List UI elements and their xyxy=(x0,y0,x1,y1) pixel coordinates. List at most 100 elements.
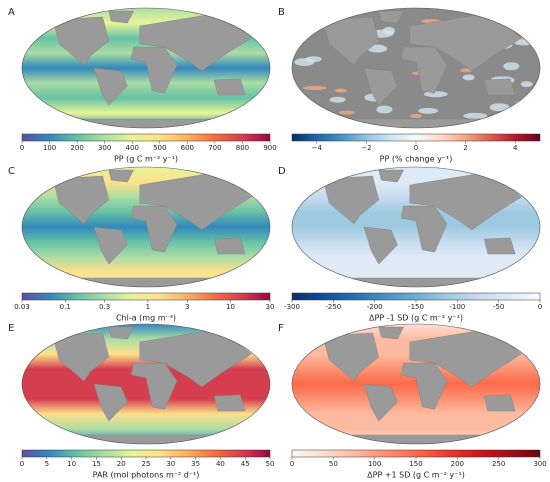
tick-label: 10 xyxy=(226,303,235,311)
tick-label: 10 xyxy=(67,460,76,468)
land xyxy=(71,277,221,287)
tick-label: -250 xyxy=(325,303,341,311)
tick-label: 0.03 xyxy=(14,303,30,311)
tick-label: 0 xyxy=(290,460,294,468)
map-outline xyxy=(291,166,541,288)
land xyxy=(213,78,246,96)
tick-label: 45 xyxy=(241,460,250,468)
colorbar xyxy=(291,449,541,458)
land xyxy=(130,46,178,94)
patch xyxy=(306,17,327,24)
colorbar-label: PP (g C m⁻² y⁻¹) xyxy=(114,155,178,164)
colorbar-label: PAR (mol photons m⁻² d⁻¹) xyxy=(93,471,200,480)
tick-label: -200 xyxy=(367,303,383,311)
colorbar xyxy=(21,133,271,142)
land xyxy=(52,16,110,66)
patch xyxy=(501,111,514,120)
map-outline xyxy=(21,166,271,288)
tick-label: 25 xyxy=(142,460,151,468)
colorbar-label: ΔPP +1 SD (g C m⁻² y⁻¹) xyxy=(367,471,465,480)
land xyxy=(93,67,128,106)
land xyxy=(363,383,398,422)
land xyxy=(322,332,380,382)
patch xyxy=(463,112,488,119)
tick-label: 800 xyxy=(236,144,249,152)
patch xyxy=(520,81,533,88)
panel-letter: F xyxy=(278,323,284,334)
land xyxy=(71,434,221,444)
tick-label: 600 xyxy=(181,144,194,152)
patch xyxy=(329,96,346,103)
patch xyxy=(338,110,355,115)
land xyxy=(483,78,516,96)
land xyxy=(341,118,491,128)
land xyxy=(341,277,491,287)
tick-label: 500 xyxy=(153,144,166,152)
land xyxy=(71,118,221,128)
patch xyxy=(459,68,472,73)
patch xyxy=(294,58,315,67)
land xyxy=(93,226,128,265)
colorbar-label: Chl-a (mg m⁻³) xyxy=(116,314,176,323)
colorbar xyxy=(291,292,541,301)
map-outline xyxy=(291,7,541,129)
patch xyxy=(292,110,317,119)
colorbar xyxy=(21,292,271,301)
tick-label: −2 xyxy=(361,144,371,152)
land xyxy=(400,205,448,253)
panel-letter: B xyxy=(278,7,285,18)
tick-label: -50 xyxy=(493,303,504,311)
land xyxy=(378,169,404,183)
tick-label: 200 xyxy=(70,144,83,152)
land xyxy=(363,67,398,106)
land xyxy=(378,326,404,340)
land xyxy=(130,362,178,410)
tick-label: 150 xyxy=(409,460,422,468)
map-outline xyxy=(21,7,271,129)
panel-letter: A xyxy=(8,7,15,18)
patch xyxy=(489,103,510,112)
tick-label: 50 xyxy=(329,460,338,468)
tick-label: 35 xyxy=(191,460,200,468)
land xyxy=(213,394,246,412)
map xyxy=(292,8,540,128)
tick-label: 300 xyxy=(98,144,111,152)
tick-label: 2 xyxy=(463,144,467,152)
patch xyxy=(305,24,318,29)
patch xyxy=(334,88,347,93)
tick-label: 4 xyxy=(513,144,518,152)
tick-label: 20 xyxy=(117,460,126,468)
land xyxy=(400,362,448,410)
panel-letter: E xyxy=(8,323,14,334)
colorbar-label: PP (% change y⁻¹) xyxy=(380,155,453,164)
tick-label: −4 xyxy=(312,144,323,152)
land xyxy=(108,10,134,24)
land xyxy=(213,237,246,255)
tick-label: 5 xyxy=(45,460,49,468)
panel-letter: C xyxy=(8,166,15,177)
land xyxy=(93,383,128,422)
tick-label: 100 xyxy=(43,144,56,152)
tick-label: 400 xyxy=(126,144,139,152)
land xyxy=(363,226,398,265)
land xyxy=(322,16,380,66)
colorbar xyxy=(21,449,271,458)
land xyxy=(52,332,110,382)
tick-label: -300 xyxy=(284,303,300,311)
tick-label: 40 xyxy=(216,460,225,468)
panel-letter: D xyxy=(278,166,286,177)
tick-label: 250 xyxy=(492,460,505,468)
tick-label: 300 xyxy=(533,460,546,468)
patch xyxy=(376,105,393,114)
patch xyxy=(462,74,475,81)
tick-label: 30 xyxy=(266,303,275,311)
land xyxy=(108,169,134,183)
colorbar xyxy=(291,133,541,142)
tick-label: 200 xyxy=(451,460,464,468)
tick-label: 0.1 xyxy=(60,303,71,311)
map-outline xyxy=(291,323,541,445)
map xyxy=(292,324,540,444)
map xyxy=(292,167,540,287)
land xyxy=(322,175,380,225)
